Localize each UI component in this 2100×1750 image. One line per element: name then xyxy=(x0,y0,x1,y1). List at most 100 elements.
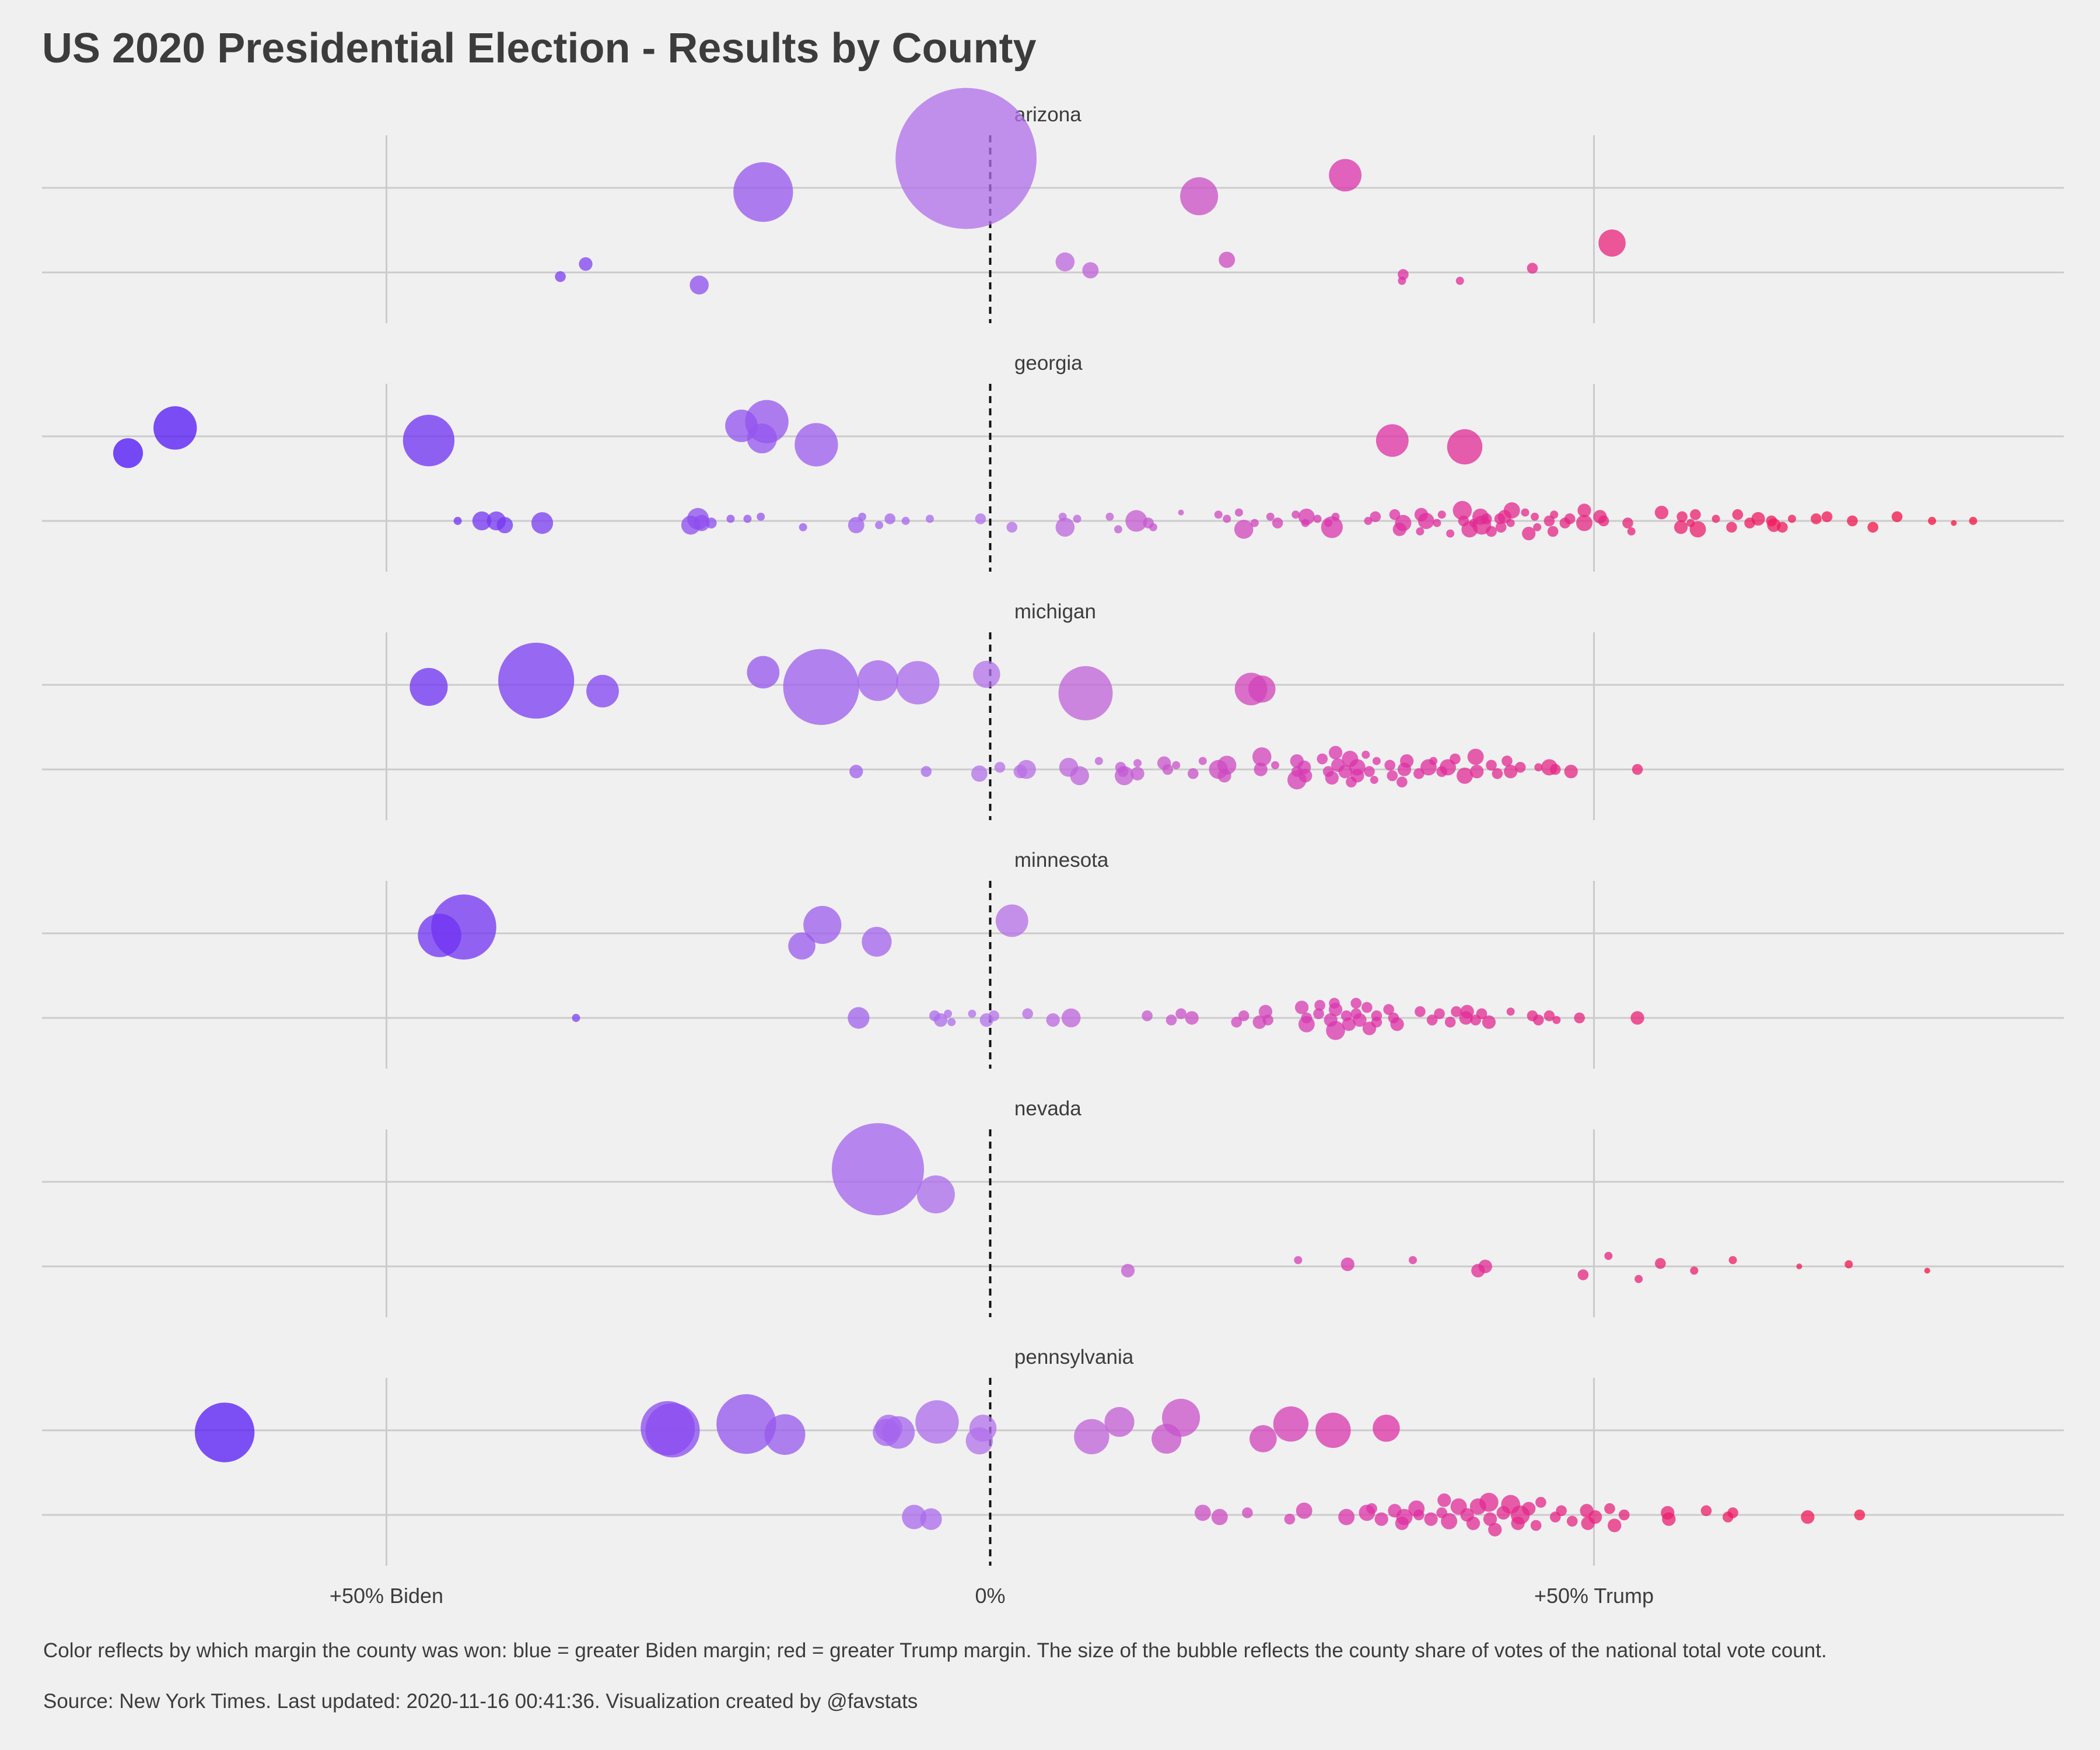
county-point-large xyxy=(194,1402,255,1462)
county-point-large xyxy=(747,656,780,689)
county-point-small xyxy=(1194,1504,1211,1521)
county-point-small xyxy=(1534,763,1543,772)
county-point-small xyxy=(1317,753,1328,765)
county-point-small xyxy=(1483,1512,1497,1526)
county-point-small xyxy=(1326,1021,1345,1040)
county-point-small xyxy=(1353,1013,1367,1027)
county-point-small xyxy=(1924,1268,1930,1274)
county-point-small xyxy=(1777,522,1788,533)
county-point-small xyxy=(1234,520,1254,539)
county-point-small xyxy=(1632,764,1643,775)
county-point-small xyxy=(1532,1014,1544,1026)
county-point-small xyxy=(1217,769,1231,783)
county-point-small xyxy=(1441,1513,1458,1530)
county-point-large xyxy=(1329,159,1362,192)
county-point-small xyxy=(1502,755,1513,766)
county-point-small xyxy=(1387,770,1398,782)
county-point-small xyxy=(1006,522,1018,533)
county-point-small xyxy=(947,1018,956,1027)
county-point-small xyxy=(1238,1010,1250,1021)
county-point-small xyxy=(1506,1007,1515,1016)
county-point-small xyxy=(1162,764,1174,775)
county-point-small xyxy=(555,271,566,282)
county-point-small xyxy=(1450,753,1461,765)
county-point-small xyxy=(1094,757,1103,765)
county-point-small xyxy=(1185,1011,1199,1025)
county-point-large xyxy=(965,1427,993,1455)
county-point-small xyxy=(1437,1493,1451,1507)
county-point-small xyxy=(1424,1512,1438,1526)
county-point-small xyxy=(1891,511,1903,523)
county-point-small xyxy=(1460,1005,1474,1019)
county-point-small xyxy=(1374,1512,1388,1526)
county-point-small xyxy=(1142,1010,1153,1021)
county-point-small xyxy=(1451,1006,1462,1017)
county-point-small xyxy=(1821,511,1833,523)
x-tick-label: +50% Trump xyxy=(1534,1584,1654,1608)
county-point-small xyxy=(531,512,554,534)
county-point-small xyxy=(1608,1518,1622,1532)
county-point-small xyxy=(1732,509,1744,520)
county-point-small xyxy=(706,517,717,528)
county-point-small xyxy=(1371,1016,1382,1028)
county-point-small xyxy=(1350,998,1362,1009)
county-point-small xyxy=(1364,517,1373,525)
county-point-small xyxy=(994,762,1006,773)
x-tick-label: 0% xyxy=(975,1584,1005,1608)
county-point-small xyxy=(1114,525,1122,534)
county-point-small xyxy=(1928,517,1937,525)
county-point-small xyxy=(1370,776,1378,784)
county-point-small xyxy=(1234,508,1243,517)
county-point-small xyxy=(1372,757,1381,765)
county-point-small xyxy=(1470,764,1484,779)
county-point-small xyxy=(1313,1008,1324,1020)
county-point-small xyxy=(1418,513,1434,529)
county-point-small xyxy=(1867,522,1878,533)
county-point-small xyxy=(1338,764,1352,779)
county-point-small xyxy=(1700,1505,1712,1517)
county-point-small xyxy=(1618,1509,1630,1521)
county-point-small xyxy=(1396,1508,1413,1525)
county-point-small xyxy=(1533,523,1542,531)
county-point-small xyxy=(1415,1006,1426,1017)
county-point-small xyxy=(1455,276,1464,285)
county-point-small xyxy=(1482,1015,1496,1029)
county-point-large xyxy=(402,415,455,467)
county-point-small xyxy=(1121,1264,1135,1278)
county-point-small xyxy=(902,1504,927,1530)
county-point-large xyxy=(1058,666,1113,720)
county-point-small xyxy=(1070,766,1089,786)
county-point-small xyxy=(921,766,932,777)
county-point-small xyxy=(971,765,988,782)
county-point-small xyxy=(1480,513,1492,524)
panel-label-michigan: michigan xyxy=(1014,600,1096,623)
county-point-small xyxy=(1604,1503,1615,1514)
county-point-small xyxy=(1429,757,1438,765)
county-point-large xyxy=(1273,1406,1309,1442)
county-point-small xyxy=(1690,509,1701,520)
county-point-small xyxy=(944,1009,953,1018)
county-point-small xyxy=(1362,750,1370,759)
county-point-small xyxy=(1751,512,1765,526)
county-point-small xyxy=(1250,519,1259,527)
county-point-small xyxy=(1969,517,1978,525)
county-point-small xyxy=(1370,511,1381,523)
county-point-large xyxy=(113,438,144,468)
county-point-small xyxy=(926,514,934,523)
county-point-small xyxy=(1466,1516,1480,1531)
county-point-small xyxy=(1547,526,1559,537)
county-point-small xyxy=(1125,510,1147,532)
county-point-small xyxy=(848,1007,870,1029)
county-point-small xyxy=(1588,1510,1602,1524)
county-point-small xyxy=(1211,1508,1228,1525)
county-point-small xyxy=(1219,251,1236,268)
county-point-small xyxy=(1254,762,1268,776)
county-point-small xyxy=(1313,514,1322,523)
county-point-small xyxy=(1296,1502,1312,1519)
county-point-small xyxy=(1272,517,1283,528)
county-point-small xyxy=(1383,1004,1394,1015)
source-caption: Source: New York Times. Last updated: 20… xyxy=(43,1690,918,1713)
county-point-small xyxy=(1328,746,1343,760)
county-point-small xyxy=(1690,1266,1699,1275)
county-point-large xyxy=(916,1175,955,1214)
